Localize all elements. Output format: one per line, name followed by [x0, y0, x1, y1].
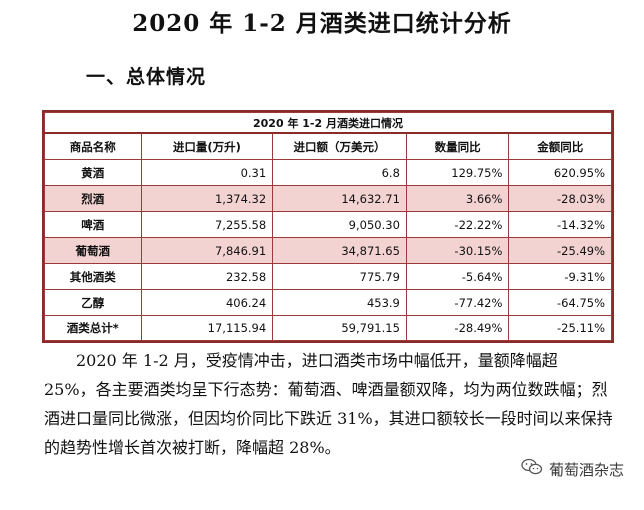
volume-cell: 7,255.58	[140, 211, 274, 238]
column-header: 进口量(万升)	[140, 132, 274, 160]
product-name-cell: 其他酒类	[44, 263, 142, 290]
volume-yoy-cell: -30.15%	[405, 237, 510, 264]
page-title: 2020 年 1-2 月酒类进口统计分析	[132, 10, 512, 37]
table-caption: 2020 年 1-2 月酒类进口情况	[44, 112, 612, 134]
volume-yoy-cell: -77.42%	[405, 289, 510, 316]
table-row: 其他酒类 232.58 775.79 -5.64% -9.31%	[44, 263, 612, 290]
column-header: 数量同比	[405, 132, 510, 160]
value-yoy-cell: -14.32%	[508, 211, 612, 238]
value-cell: 34,871.65	[272, 237, 407, 264]
product-name-cell: 葡萄酒	[44, 237, 142, 264]
value-cell: 14,632.71	[272, 185, 407, 212]
value-yoy-cell: -28.03%	[508, 185, 612, 212]
table-total-row: 酒类总计* 17,115.94 59,791.15 -28.49% -25.11…	[44, 315, 612, 341]
volume-yoy-cell: 129.75%	[405, 159, 510, 186]
value-cell: 453.9	[272, 289, 407, 316]
value-yoy-cell: -25.49%	[508, 237, 612, 264]
volume-yoy-cell: -28.49%	[405, 315, 510, 341]
volume-cell: 0.31	[140, 159, 274, 186]
value-yoy-cell: -9.31%	[508, 263, 612, 290]
table-row: 乙醇 406.24 453.9 -77.42% -64.75%	[44, 289, 612, 316]
watermark-text: 葡萄酒杂志	[548, 460, 624, 479]
product-name-cell: 黄酒	[44, 159, 142, 186]
product-name-cell: 啤酒	[44, 211, 142, 238]
import-table: 2020 年 1-2 月酒类进口情况 商品名称 进口量(万升) 进口额（万美元）…	[42, 110, 614, 343]
product-name-cell: 乙醇	[44, 289, 142, 316]
volume-yoy-cell: -22.22%	[405, 211, 510, 238]
table-row: 黄酒 0.31 6.8 129.75% 620.95%	[44, 159, 612, 186]
table-row: 烈酒 1,374.32 14,632.71 3.66% -28.03%	[44, 185, 612, 212]
table-header-row: 商品名称 进口量(万升) 进口额（万美元） 数量同比 金额同比	[44, 132, 612, 160]
value-yoy-cell: -25.11%	[508, 315, 612, 341]
column-header: 金额同比	[508, 132, 612, 160]
value-cell: 775.79	[272, 263, 407, 290]
section-heading: 一、总体情况	[86, 66, 207, 88]
value-cell: 6.8	[272, 159, 407, 186]
value-yoy-cell: -64.75%	[508, 289, 612, 316]
volume-yoy-cell: 3.66%	[405, 185, 510, 212]
table-row: 啤酒 7,255.58 9,050.30 -22.22% -14.32%	[44, 211, 612, 238]
value-cell: 59,791.15	[272, 315, 407, 341]
volume-cell: 1,374.32	[140, 185, 274, 212]
volume-cell: 232.58	[140, 263, 274, 290]
watermark: 葡萄酒杂志	[514, 456, 630, 482]
value-yoy-cell: 620.95%	[508, 159, 612, 186]
product-name-cell: 酒类总计*	[44, 315, 142, 341]
volume-yoy-cell: -5.64%	[405, 263, 510, 290]
column-header: 商品名称	[44, 132, 142, 160]
product-name-cell: 烈酒	[44, 185, 142, 212]
body-paragraph: 2020 年 1-2 月，受疫情冲击，进口酒类市场中幅低开，量额降幅超 25%，…	[44, 351, 613, 457]
volume-cell: 17,115.94	[140, 315, 274, 341]
wechat-icon	[521, 458, 543, 480]
column-header: 进口额（万美元）	[272, 132, 407, 160]
volume-cell: 406.24	[140, 289, 274, 316]
value-cell: 9,050.30	[272, 211, 407, 238]
table-row: 葡萄酒 7,846.91 34,871.65 -30.15% -25.49%	[44, 237, 612, 264]
volume-cell: 7,846.91	[140, 237, 274, 264]
